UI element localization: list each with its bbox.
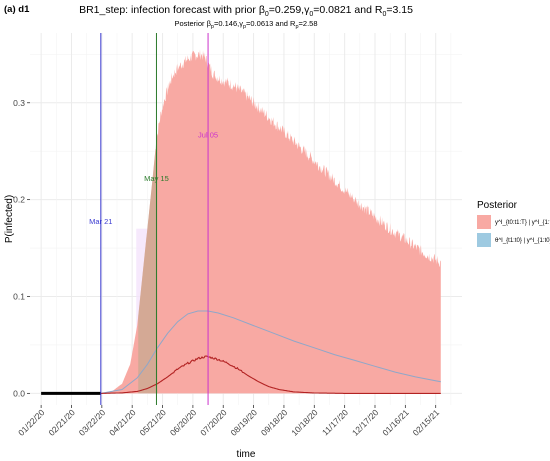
vline-label-1: May 15 <box>144 174 169 183</box>
legend-label-1: θ^I_{t1:t0} | y^I_{1:t0}, y^R_{1:t0} <box>495 238 550 244</box>
y-tick-label: 0.0 <box>13 388 25 398</box>
x-tick-label: 01/16/21 <box>380 407 411 438</box>
x-tick-label: 09/18/20 <box>259 407 290 438</box>
title-part: =0.0821 and R <box>313 4 383 16</box>
x-tick-label: 10/18/20 <box>289 407 320 438</box>
y-tick-label: 0.1 <box>13 292 25 302</box>
x-tick-label: 01/22/20 <box>16 407 47 438</box>
legend-label-part: | y^I_{1:t0}, y^R_{1:t0} <box>527 220 550 226</box>
overlap-area <box>138 133 158 394</box>
title-part: =3.15 <box>386 4 413 16</box>
y-tick-label: 0.2 <box>13 195 25 205</box>
legend-label-part: θ^I_{t1:t0} <box>495 238 522 244</box>
x-axis: 01/22/20 02/21/20 03/22/20 04/21/20 05/21/20… <box>16 405 441 438</box>
legend-label-0: y^I_{t0:t1:T} | y^I_{1:t0}, y^R_{1:t0} <box>495 220 550 226</box>
x-axis-title: time <box>237 449 256 460</box>
x-tick-label: 02/21/20 <box>46 407 77 438</box>
legend-label-part: | y^I_{1:t0}, y^R_{1:t0} <box>522 238 550 244</box>
x-tick-label: 11/17/20 <box>320 407 350 437</box>
y-axis-title: P(infected) <box>4 195 15 243</box>
x-tick-label: 08/19/20 <box>229 407 260 438</box>
y-axis: 0.0 0.1 0.2 0.3 <box>13 98 30 398</box>
subtitle-part: Posterior β <box>175 19 212 28</box>
posterior-band <box>100 49 441 394</box>
vline-label-2: Jul 05 <box>198 131 218 140</box>
x-tick-label: 04/21/20 <box>107 407 138 438</box>
infected-mean-line <box>100 355 441 394</box>
subtitle-sub: p <box>295 24 298 30</box>
chart-title: BR1_step: infection forecast with prior … <box>79 4 413 18</box>
chart-subtitle: Posterior βp=0.146,γp=0.0613 and Rp=2.58 <box>175 19 318 30</box>
vline-label-0: Mar 21 <box>89 217 112 226</box>
title-part: =0.259,γ <box>269 4 310 16</box>
panel-label-letter: (a) <box>4 4 16 15</box>
legend: Posterior y^I_{t0:t1:T} | y^I_{1:t0}, y^R… <box>477 200 550 247</box>
x-tick-label: 05/21/20 <box>137 407 168 438</box>
legend-title: Posterior <box>477 200 518 211</box>
x-tick-label: 12/17/20 <box>350 407 381 438</box>
title-sub: 0 <box>265 11 269 18</box>
title-sub: 0 <box>309 11 313 18</box>
subtitle-sub: p <box>243 24 246 30</box>
subtitle-part: =2.58 <box>299 19 318 28</box>
theta-posterior-line <box>100 310 441 394</box>
x-tick-label: 06/20/20 <box>168 407 199 438</box>
title-part: BR1_step: infection forecast with prior … <box>79 4 265 16</box>
x-tick-label: 02/15/21 <box>411 407 442 438</box>
subtitle-sub: p <box>211 24 214 30</box>
panel-label: (a) d1 <box>4 4 30 15</box>
panel-label-id: d1 <box>16 4 30 15</box>
title-sub: 0 <box>382 11 386 18</box>
y-tick-label: 0.3 <box>13 98 25 108</box>
x-tick-label: 03/22/20 <box>77 407 108 438</box>
legend-label-part: y^I_{t0:t1:T} <box>495 220 527 226</box>
legend-swatch-0 <box>477 215 491 229</box>
subtitle-part: =0.146,γ <box>214 19 243 28</box>
x-tick-label: 07/20/20 <box>198 407 229 438</box>
legend-swatch-1 <box>477 233 491 247</box>
subtitle-part: =0.0613 and R <box>246 19 296 28</box>
